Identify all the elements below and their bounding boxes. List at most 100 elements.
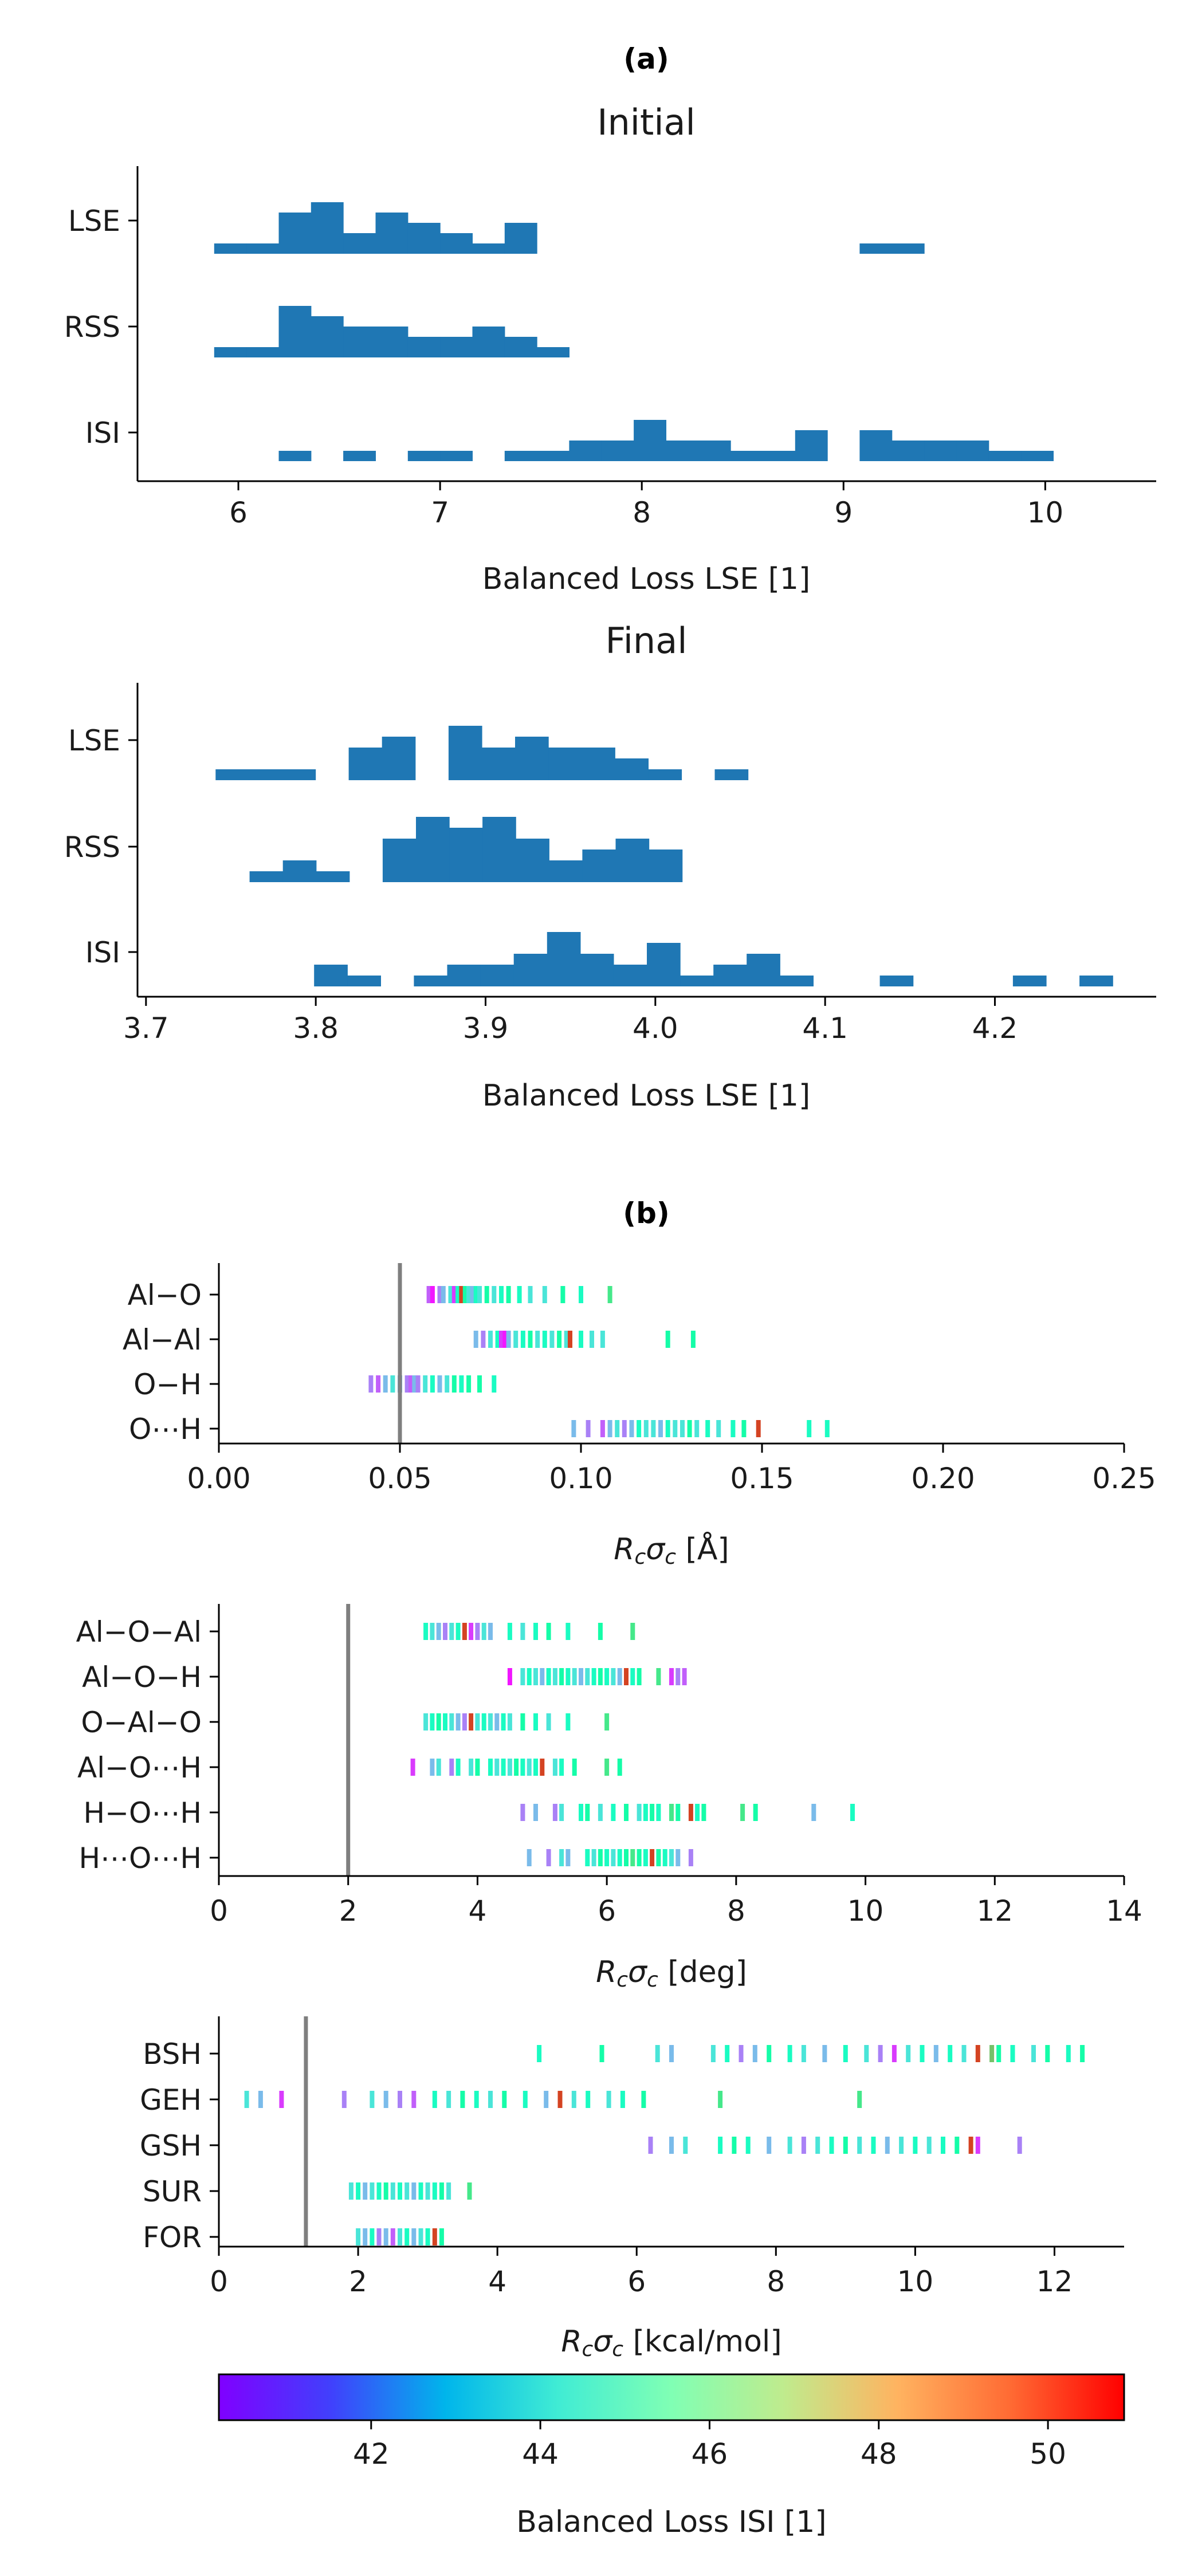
histogram-bar-isi: [504, 451, 537, 461]
strip-mark: [920, 2045, 925, 2062]
y-tick-label: RSS: [64, 310, 120, 344]
strip-mark: [745, 2137, 751, 2154]
histogram-bar-lse: [448, 726, 482, 780]
strip-mark: [637, 1668, 642, 1685]
histogram-bar-isi: [924, 441, 957, 461]
histogram-bar-rss: [246, 347, 279, 357]
strip-mark: [604, 1849, 610, 1866]
strip-mark: [811, 1804, 816, 1821]
strip-mark: [637, 1849, 642, 1866]
strip-mark: [455, 1759, 461, 1776]
histogram-bar-lse: [215, 769, 249, 780]
strip-mark: [655, 2045, 660, 2062]
strip-mark: [462, 1623, 467, 1640]
strip-mark: [533, 1623, 538, 1640]
strip-mark: [533, 1804, 538, 1821]
strip-mark: [688, 1804, 693, 1821]
strip-mark: [244, 2091, 249, 2108]
strip-mark: [611, 1804, 616, 1821]
strip-mark: [718, 2137, 723, 2154]
strip-mark: [564, 1331, 569, 1348]
strip-mark: [430, 1713, 435, 1731]
strip-mark: [462, 1286, 468, 1303]
y-tick-label: ISI: [85, 416, 120, 450]
strip-mark: [477, 1286, 482, 1303]
strip-mark: [752, 2045, 757, 2062]
histogram-bar-lse: [714, 769, 749, 780]
strip-mark: [513, 1331, 519, 1348]
histogram-bar-rss: [416, 817, 450, 882]
strip-mark: [443, 1623, 447, 1640]
histogram-bar-rss: [249, 871, 284, 882]
strip-mark: [665, 1331, 670, 1348]
strip-mark: [571, 2091, 576, 2108]
strip-mark: [906, 2045, 911, 2062]
histogram-bar-rss: [537, 347, 569, 357]
strip-mark: [520, 1623, 525, 1640]
strip-mark: [409, 1375, 413, 1393]
strip-mark: [533, 1759, 538, 1776]
strip-mark: [507, 1713, 512, 1731]
y-categories: LSE RSS ISI: [64, 204, 138, 450]
strip-mark: [622, 1420, 627, 1437]
histogram-bar-lse: [891, 243, 925, 254]
strip-mark: [607, 1420, 612, 1437]
histogram-bar-rss: [343, 327, 376, 357]
histogram-bar-lse: [515, 737, 549, 780]
strip-mark: [475, 1623, 480, 1640]
strip-mark: [415, 1375, 421, 1393]
histogram-bar-lse: [278, 213, 312, 254]
strip-mark: [607, 1286, 612, 1303]
strip-mark: [474, 2091, 479, 2108]
strip-mark: [579, 1286, 583, 1303]
strip-mark: [630, 1668, 635, 1685]
strip-mark: [675, 1849, 681, 1866]
y-tick-label: O−H: [133, 1368, 202, 1401]
x-axis-label: Rcσc [kcal/mol]: [561, 2325, 781, 2361]
strip-mark: [439, 2182, 444, 2200]
strip-mark: [430, 1623, 435, 1640]
strip-mark: [488, 1713, 493, 1731]
x-axis-label: Balanced Loss LSE [1]: [482, 562, 811, 596]
strip-mark: [732, 2137, 737, 2154]
strip-mark: [410, 1759, 415, 1776]
x-axis-label: Balanced Loss LSE [1]: [482, 1079, 811, 1113]
strip-mark: [348, 2182, 354, 2200]
histogram-bar-isi: [480, 965, 514, 986]
strip-mark: [585, 1849, 590, 1866]
strip-mark: [617, 1759, 622, 1776]
strip-mark: [430, 1759, 435, 1776]
histogram-bar-lse: [504, 223, 537, 254]
strip-mark: [552, 1804, 557, 1821]
y-categories: Al−O−Al Al−O−H O−Al−O Al−O⋯H H−O⋯H H⋯O⋯H: [76, 1615, 219, 1875]
histogram-bar-isi: [780, 976, 814, 986]
strip-mark: [466, 1286, 472, 1303]
strip-mark: [488, 1623, 493, 1640]
histogram-bar-isi: [580, 954, 614, 986]
strip-mark: [598, 1668, 603, 1685]
strip-mark: [376, 2228, 382, 2245]
strip-mark: [398, 2228, 402, 2245]
strip-mark: [445, 1375, 450, 1393]
strip-mark: [565, 1849, 571, 1866]
strip-mark: [690, 1331, 696, 1348]
strip-mark: [630, 1849, 635, 1866]
x-ticks: 0 2 4 6 8 10 12: [210, 2247, 1073, 2298]
histogram-bar-lse: [482, 748, 516, 780]
colorbar-tick-label: 46: [692, 2437, 728, 2471]
strip-mark: [565, 1623, 571, 1640]
strip-mark: [279, 2091, 284, 2108]
strip-mark: [591, 1668, 596, 1685]
x-tick-label: 0.15: [730, 1462, 794, 1495]
strip-mark: [517, 1286, 522, 1303]
strip-mark: [656, 1668, 661, 1685]
histogram-bar-rss: [549, 860, 583, 882]
x-tick-label: 4: [469, 1894, 487, 1928]
histogram-bar-isi: [278, 451, 312, 461]
strip-mark: [975, 2045, 980, 2062]
histogram-bar-rss: [482, 817, 516, 882]
strip-marks: [244, 2016, 1085, 2247]
x-axis-label: Rcσc [Å]: [614, 1531, 729, 1569]
x-tick-label: 7: [431, 496, 449, 529]
strip-mark: [501, 1759, 506, 1776]
